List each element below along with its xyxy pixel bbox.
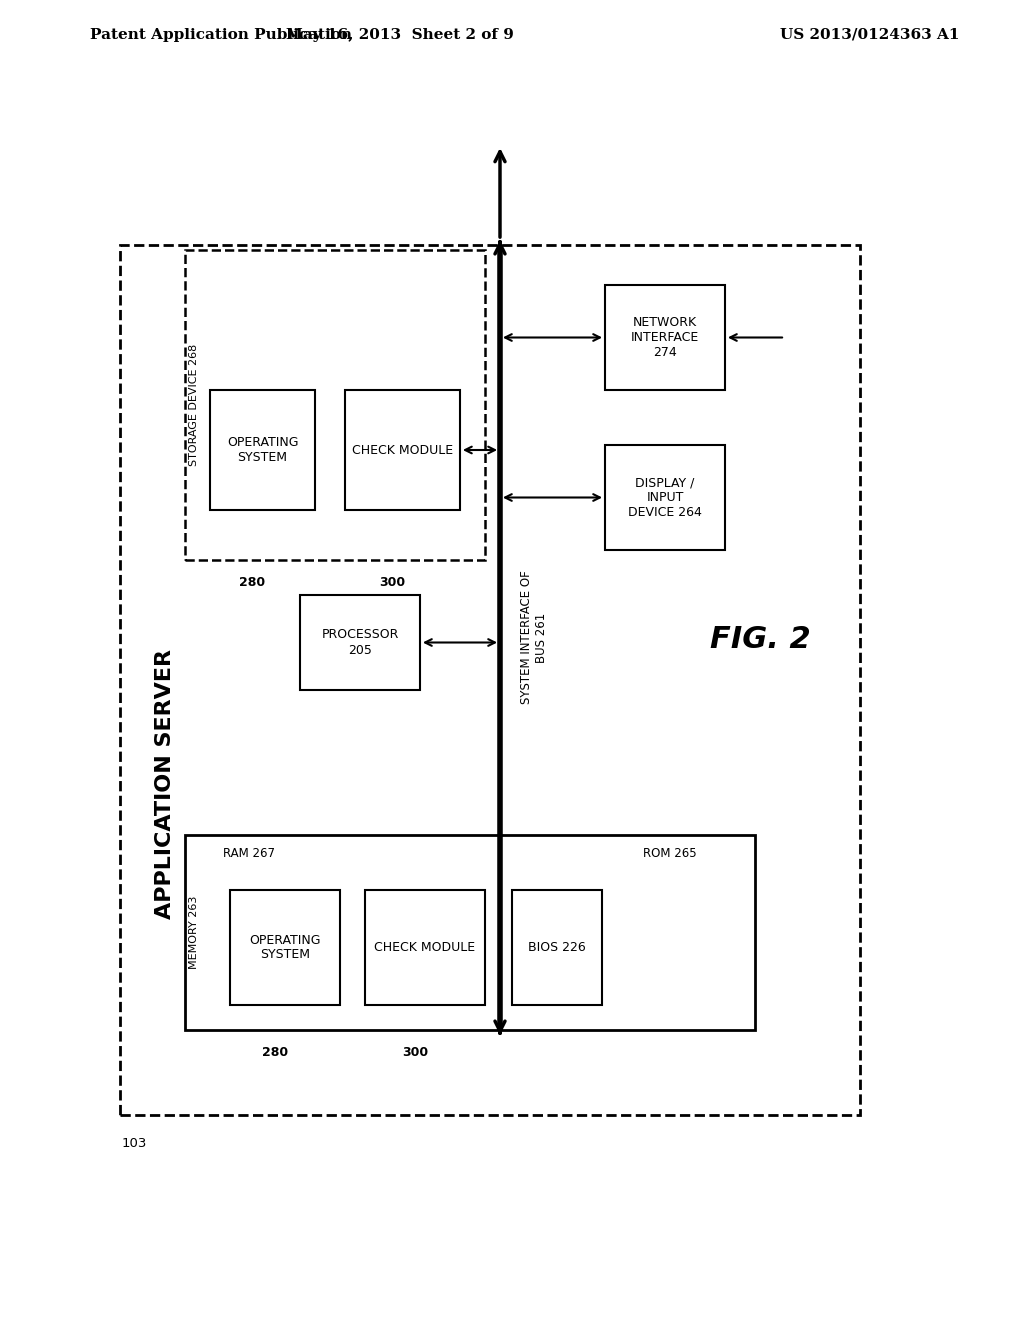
Text: OPERATING
SYSTEM: OPERATING SYSTEM [226,436,298,465]
Text: 280: 280 [240,576,265,589]
Text: 103: 103 [122,1137,147,1150]
Bar [345,389,460,510]
Bar [210,389,315,510]
Text: CHECK MODULE: CHECK MODULE [375,941,475,954]
Text: NETWORK
INTERFACE
274: NETWORK INTERFACE 274 [631,315,699,359]
Bar [605,285,725,389]
Text: BIOS 226: BIOS 226 [528,941,586,954]
Text: DISPLAY /
INPUT
DEVICE 264: DISPLAY / INPUT DEVICE 264 [628,477,701,519]
Text: RAM 267: RAM 267 [223,847,275,861]
Bar [512,890,602,1005]
Text: 300: 300 [380,576,406,589]
Text: OPERATING
SYSTEM: OPERATING SYSTEM [249,933,321,961]
Bar [185,836,755,1030]
Bar [185,249,485,560]
Text: APPLICATION SERVER: APPLICATION SERVER [155,649,175,920]
Text: Patent Application Publication: Patent Application Publication [90,28,352,42]
Text: ROM 265: ROM 265 [643,847,696,861]
Text: PROCESSOR
205: PROCESSOR 205 [322,628,398,656]
Bar [365,890,485,1005]
Text: CHECK MODULE: CHECK MODULE [352,444,453,457]
Bar [120,246,860,1115]
Text: MEMORY 263: MEMORY 263 [189,896,199,969]
Bar [300,595,420,690]
Text: FIG. 2: FIG. 2 [710,626,810,655]
Text: 300: 300 [402,1045,428,1059]
Text: May 16, 2013  Sheet 2 of 9: May 16, 2013 Sheet 2 of 9 [286,28,514,42]
Text: US 2013/0124363 A1: US 2013/0124363 A1 [780,28,959,42]
Text: STORAGE DEVICE 268: STORAGE DEVICE 268 [189,345,199,466]
Text: 280: 280 [262,1045,288,1059]
Bar [605,445,725,550]
Text: SYSTEM INTERFACE OF
BUS 261: SYSTEM INTERFACE OF BUS 261 [520,570,548,705]
Bar [230,890,340,1005]
